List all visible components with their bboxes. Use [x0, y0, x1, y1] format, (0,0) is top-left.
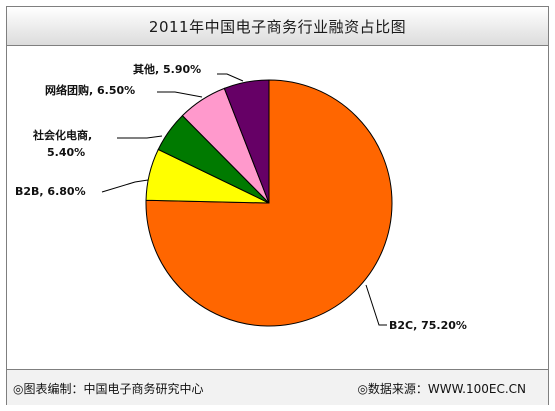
pie-chart: B2C, 75.20% B2B, 6.80% 社会化电商, 5.40% 网络团购… [15, 62, 467, 332]
label-group: 网络团购, 6.50% [45, 83, 135, 97]
footer-source: ◎数据来源：WWW.100EC.CN [357, 382, 526, 396]
chart-frame: 2011年中国电子商务行业融资占比图 B2C, 75.20% B2B, 6.80… [6, 6, 549, 405]
pie-slice-4 [223, 79, 270, 204]
leader-other [217, 73, 244, 82]
leader-social [117, 135, 163, 139]
label-b2b: B2B, 6.80% [15, 185, 86, 198]
title-bar: 2011年中国电子商务行业融资占比图 [7, 7, 548, 46]
label-social-line2: 5.40% [47, 146, 85, 159]
leader-group [157, 91, 203, 98]
footer: ◎图表编制：中国电子商务研究中心 ◎数据来源：WWW.100EC.CN [7, 369, 548, 405]
leader-b2c [365, 284, 387, 326]
label-social-line1: 社会化电商, [32, 128, 92, 142]
leader-b2b [101, 179, 149, 193]
label-b2c: B2C, 75.20% [389, 319, 467, 332]
footer-credit: ◎图表编制：中国电子商务研究中心 [13, 382, 204, 396]
chart-title: 2011年中国电子商务行业融资占比图 [148, 17, 407, 36]
label-other: 其他, 5.90% [133, 62, 201, 76]
